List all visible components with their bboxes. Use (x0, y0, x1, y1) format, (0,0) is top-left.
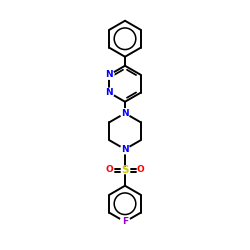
Text: O: O (136, 166, 144, 174)
Circle shape (120, 109, 130, 118)
Text: N: N (106, 70, 113, 79)
Text: N: N (106, 88, 113, 97)
Circle shape (120, 217, 130, 227)
Circle shape (105, 88, 114, 97)
Text: F: F (122, 217, 128, 226)
Text: S: S (121, 165, 129, 175)
Circle shape (120, 145, 130, 154)
Circle shape (105, 70, 114, 79)
Text: N: N (121, 109, 129, 118)
Text: N: N (121, 145, 129, 154)
Text: O: O (106, 166, 114, 174)
